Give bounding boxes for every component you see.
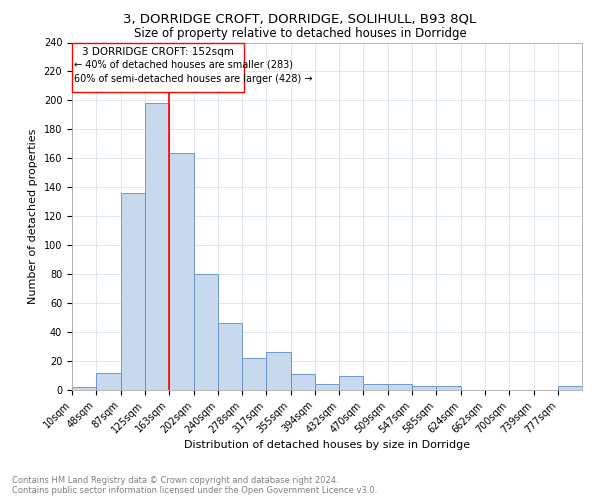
- Text: Size of property relative to detached houses in Dorridge: Size of property relative to detached ho…: [134, 28, 466, 40]
- Bar: [242, 358, 266, 390]
- Text: 3 DORRIDGE CROFT: 152sqm: 3 DORRIDGE CROFT: 152sqm: [82, 47, 234, 57]
- Bar: [315, 384, 340, 390]
- Bar: [412, 386, 436, 390]
- FancyBboxPatch shape: [72, 42, 244, 92]
- Bar: [72, 387, 96, 390]
- Bar: [558, 386, 582, 390]
- Text: ← 40% of detached houses are smaller (283): ← 40% of detached houses are smaller (28…: [74, 60, 293, 70]
- Bar: [290, 374, 315, 390]
- Bar: [364, 384, 388, 390]
- Bar: [340, 376, 364, 390]
- Text: Contains HM Land Registry data © Crown copyright and database right 2024.
Contai: Contains HM Land Registry data © Crown c…: [12, 476, 377, 495]
- Bar: [436, 386, 461, 390]
- Y-axis label: Number of detached properties: Number of detached properties: [28, 128, 38, 304]
- X-axis label: Distribution of detached houses by size in Dorridge: Distribution of detached houses by size …: [184, 440, 470, 450]
- Bar: [388, 384, 412, 390]
- Bar: [96, 372, 121, 390]
- Bar: [145, 104, 169, 390]
- Bar: [266, 352, 290, 390]
- Bar: [218, 324, 242, 390]
- Bar: [121, 193, 145, 390]
- Bar: [194, 274, 218, 390]
- Bar: [169, 152, 194, 390]
- Text: 3, DORRIDGE CROFT, DORRIDGE, SOLIHULL, B93 8QL: 3, DORRIDGE CROFT, DORRIDGE, SOLIHULL, B…: [124, 12, 476, 26]
- Text: 60% of semi-detached houses are larger (428) →: 60% of semi-detached houses are larger (…: [74, 74, 313, 85]
